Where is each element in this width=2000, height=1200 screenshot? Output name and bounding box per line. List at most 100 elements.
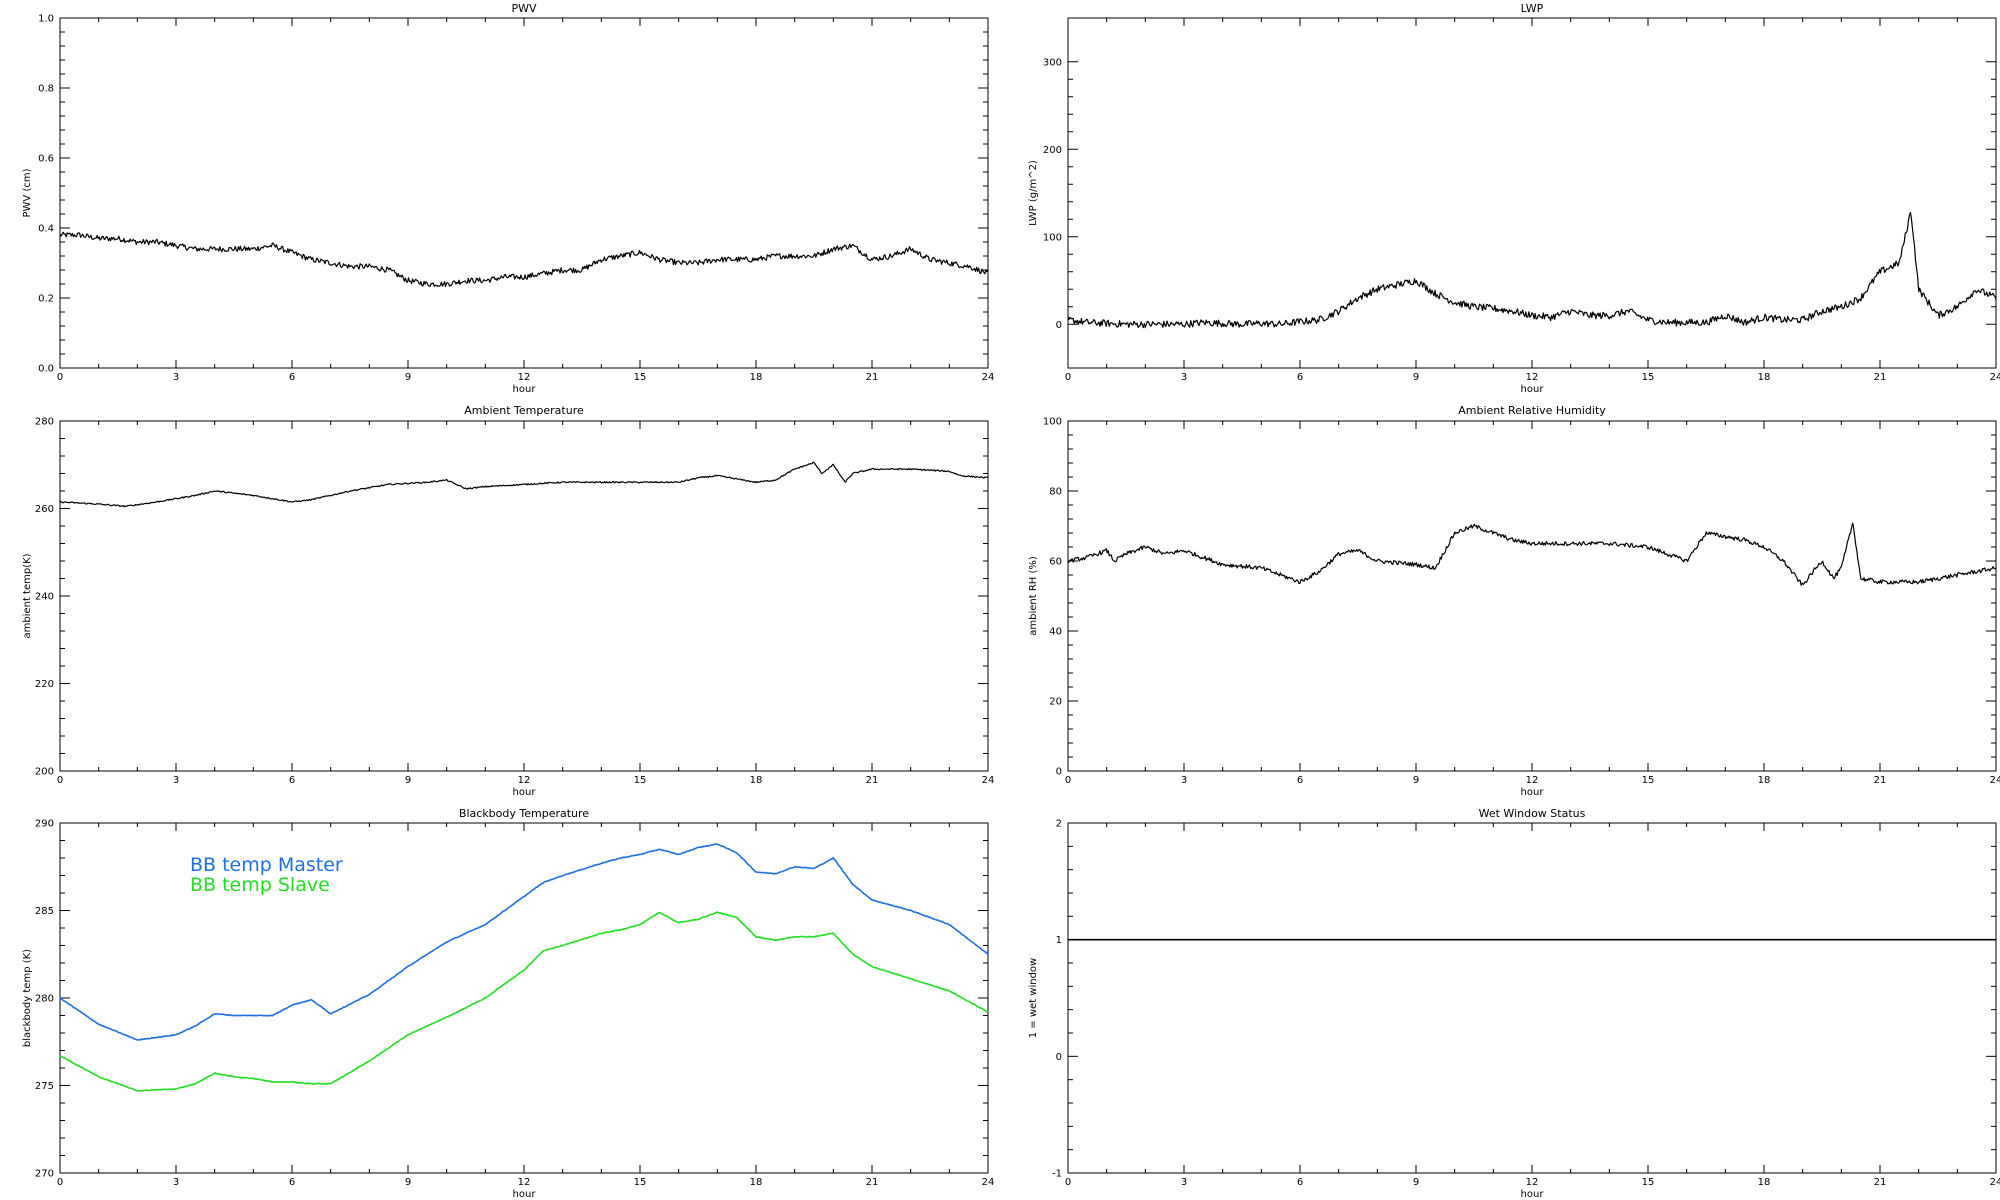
x-tick-label: 21: [866, 372, 879, 383]
x-tick-label: 24: [982, 775, 995, 786]
y-tick-label: 300: [1043, 57, 1062, 68]
y-tick-label: 1: [1056, 935, 1062, 946]
x-tick-label: 9: [1413, 775, 1419, 786]
x-tick-label: 12: [1526, 1177, 1539, 1188]
x-tick-label: 18: [750, 775, 763, 786]
chart-wet-window-status: Wet Window Status hour 1 = wet window 0 3…: [1028, 807, 2000, 1200]
x-tick-label: 15: [1642, 1177, 1655, 1188]
x-tick-label: 3: [173, 1177, 179, 1188]
y-tick-label: 2: [1056, 819, 1062, 830]
y-tick-label: 20: [1049, 697, 1062, 708]
x-tick-label: 0: [1065, 372, 1071, 383]
y-axis-label: ambient temp(K): [22, 553, 33, 638]
x-axis-label: hour: [1521, 1189, 1545, 1200]
y-tick-label: 0.6: [38, 154, 54, 165]
y-tick-label: 0.4: [38, 224, 54, 235]
x-tick-label: 12: [1526, 775, 1539, 786]
y-axis-label: blackbody temp (K): [22, 949, 33, 1047]
series-line-1: [59, 843, 989, 1041]
y-tick-label: 0: [1056, 320, 1062, 331]
x-tick-label: 3: [173, 775, 179, 786]
y-tick-label: 200: [1043, 145, 1062, 156]
chart-pwv: PWV hour PWV (cm) 0 3 6 9 12 15 18 21 24 0.0 0.2 0.…: [22, 2, 994, 395]
x-tick-label: 0: [57, 372, 63, 383]
y-axis-label: LWP (g/m^2): [1028, 160, 1039, 226]
y-tick-label: 0: [1056, 767, 1062, 778]
y-tick-label: 280: [35, 417, 54, 428]
x-tick-label: 21: [1874, 1177, 1887, 1188]
y-axis-label: 1 = wet window: [1028, 958, 1039, 1038]
chart-ambient-temperature: Ambient Temperature hour ambient temp(K)…: [22, 404, 994, 798]
x-tick-label: 3: [1181, 1177, 1187, 1188]
chart-title: Blackbody Temperature: [459, 807, 589, 820]
x-tick-label: 15: [634, 1177, 647, 1188]
y-tick-label: 0.8: [38, 84, 54, 95]
x-tick-label: 0: [1065, 1177, 1071, 1188]
x-tick-label: 24: [982, 372, 995, 383]
series-line-1: [1067, 211, 1997, 329]
x-tick-label: 0: [1065, 775, 1071, 786]
x-tick-label: 3: [173, 372, 179, 383]
x-tick-label: 6: [1297, 372, 1303, 383]
chart-title: Ambient Temperature: [464, 404, 584, 417]
x-tick-label: 24: [1990, 775, 2000, 786]
x-tick-label: 6: [289, 1177, 295, 1188]
x-tick-label: 18: [750, 372, 763, 383]
x-tick-label: 15: [1642, 775, 1655, 786]
chart-title: Ambient Relative Humidity: [1458, 404, 1606, 417]
x-tick-label: 18: [1758, 372, 1771, 383]
y-tick-label: 60: [1049, 557, 1062, 568]
y-tick-label: 40: [1049, 627, 1062, 638]
x-tick-label: 21: [1874, 775, 1887, 786]
x-axis-label: hour: [513, 787, 537, 798]
legend-entry-master: BB temp Master: [190, 854, 343, 876]
x-tick-label: 21: [866, 1177, 879, 1188]
chart-lwp: LWP hour LWP (g/m^2) 0 3 6 9 12 15 18 21 24 0 100 2…: [1028, 2, 2000, 395]
x-tick-label: 0: [57, 1177, 63, 1188]
chart-title: PWV: [511, 2, 537, 15]
x-axis-label: hour: [1521, 384, 1545, 395]
series-line-1: [59, 231, 989, 288]
x-tick-label: 0: [57, 775, 63, 786]
y-axis-label: PWV (cm): [22, 168, 33, 217]
x-tick-label: 21: [866, 775, 879, 786]
x-axis-label: hour: [1521, 787, 1545, 798]
y-tick-label: 0: [1056, 1052, 1062, 1063]
x-tick-label: 3: [1181, 775, 1187, 786]
x-tick-label: 21: [1874, 372, 1887, 383]
x-axis-label: hour: [513, 1189, 537, 1200]
y-tick-label: 0.2: [38, 294, 54, 305]
x-tick-label: 9: [405, 775, 411, 786]
chart-title: LWP: [1521, 2, 1544, 15]
y-tick-label: 285: [35, 906, 54, 917]
x-tick-label: 12: [518, 372, 531, 383]
x-tick-label: 3: [1181, 372, 1187, 383]
y-tick-label: 280: [35, 994, 54, 1005]
series-line-1: [59, 461, 988, 508]
y-tick-label: 0.0: [38, 364, 54, 375]
x-tick-label: 9: [405, 372, 411, 383]
x-tick-label: 18: [1758, 1177, 1771, 1188]
x-tick-label: 15: [634, 775, 647, 786]
x-tick-label: 24: [1990, 372, 2000, 383]
y-axis-label: ambient RH (%): [1028, 556, 1039, 636]
x-tick-label: 24: [982, 1177, 995, 1188]
y-tick-label: 200: [35, 767, 54, 778]
y-tick-label: 100: [1043, 417, 1062, 428]
x-tick-label: 18: [750, 1177, 763, 1188]
x-tick-label: 9: [405, 1177, 411, 1188]
x-tick-label: 9: [1413, 1177, 1419, 1188]
chart-ambient-relative-humidity: Ambient Relative Humidity hour ambient R…: [1028, 404, 2000, 798]
y-tick-label: 240: [35, 592, 54, 603]
x-tick-label: 15: [1642, 372, 1655, 383]
legend-entry-slave: BB temp Slave: [190, 874, 330, 896]
x-tick-label: 9: [1413, 372, 1419, 383]
y-tick-label: 275: [35, 1081, 54, 1092]
x-tick-label: 12: [518, 775, 531, 786]
series-line-2: [59, 911, 989, 1092]
y-tick-label: 270: [35, 1169, 54, 1180]
series-line-1: [1067, 522, 1997, 586]
x-tick-label: 6: [1297, 775, 1303, 786]
